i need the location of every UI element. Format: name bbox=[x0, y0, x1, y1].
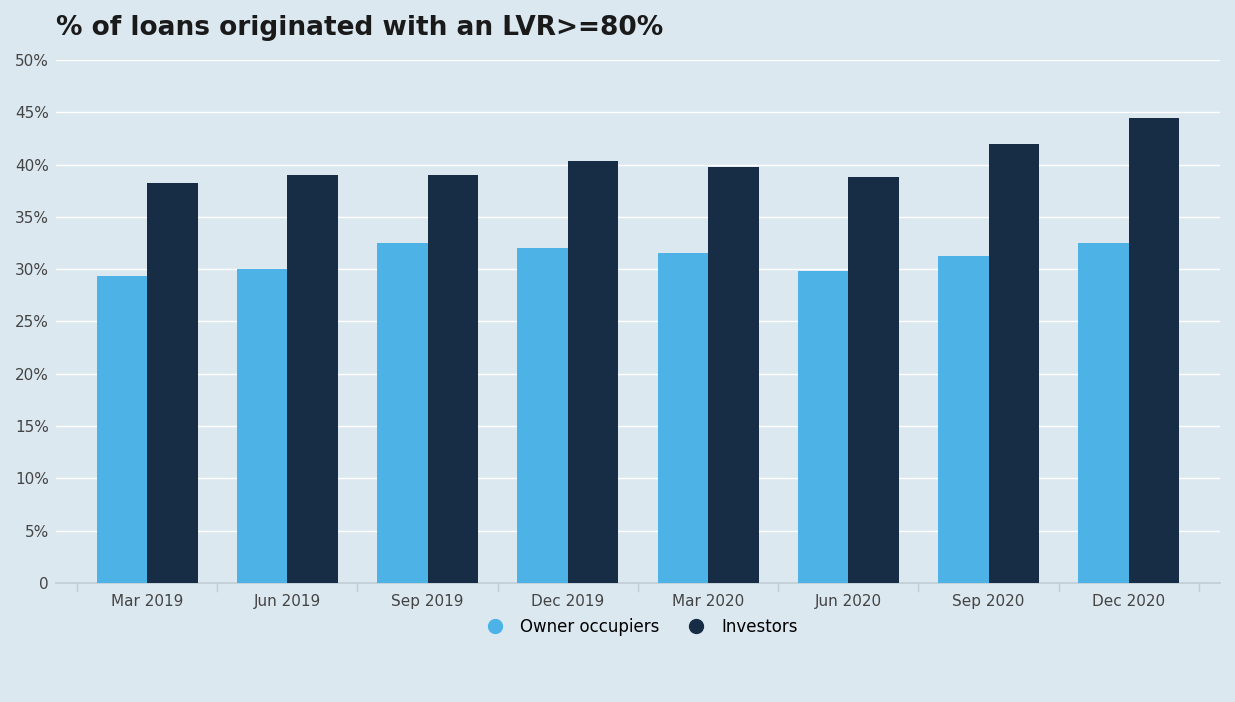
Bar bbox=[568, 161, 619, 583]
Bar bbox=[377, 243, 427, 583]
Bar bbox=[1078, 243, 1129, 583]
Bar bbox=[517, 249, 568, 583]
Bar bbox=[657, 253, 708, 583]
Bar bbox=[96, 277, 147, 583]
Bar bbox=[708, 166, 758, 583]
Bar bbox=[988, 144, 1039, 583]
Bar bbox=[798, 271, 848, 583]
Bar bbox=[848, 177, 899, 583]
Bar bbox=[288, 175, 338, 583]
Legend: Owner occupiers, Investors: Owner occupiers, Investors bbox=[472, 611, 804, 642]
Bar bbox=[147, 183, 198, 583]
Bar bbox=[237, 269, 288, 583]
Bar bbox=[427, 175, 478, 583]
Bar bbox=[939, 256, 988, 583]
Text: % of loans originated with an LVR>=80%: % of loans originated with an LVR>=80% bbox=[56, 15, 663, 41]
Bar bbox=[1129, 117, 1179, 583]
